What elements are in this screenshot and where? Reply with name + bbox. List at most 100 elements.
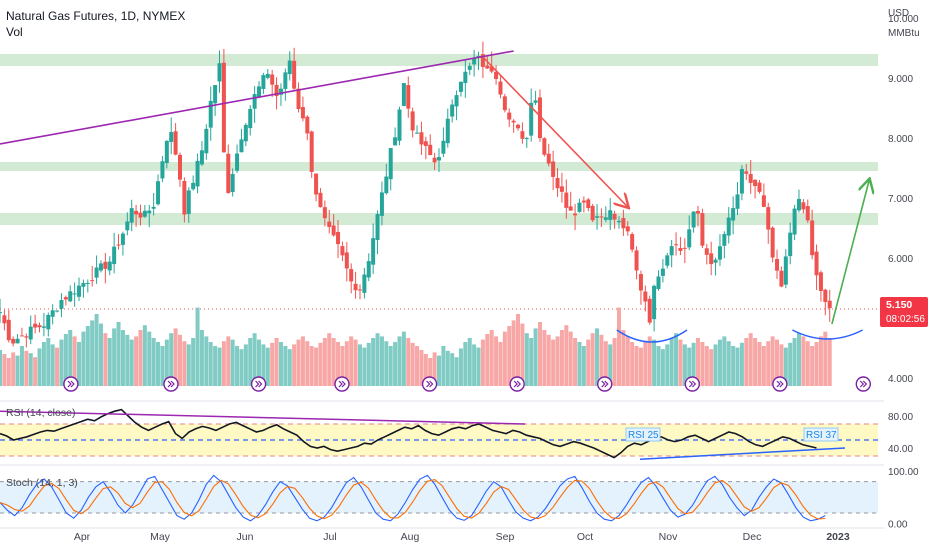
candle bbox=[300, 107, 305, 119]
volume-bar bbox=[783, 347, 788, 386]
volume-bar bbox=[217, 347, 222, 386]
stoch-tick-label: 100.00 bbox=[888, 467, 919, 478]
candle bbox=[423, 141, 428, 146]
candle bbox=[696, 210, 701, 214]
volume-bar bbox=[278, 342, 283, 386]
candle bbox=[516, 124, 521, 129]
volume-bar bbox=[270, 342, 275, 386]
volume-bar bbox=[810, 346, 815, 386]
volume-bar bbox=[529, 338, 534, 386]
candle bbox=[805, 206, 810, 221]
candle bbox=[537, 97, 542, 139]
candle bbox=[257, 86, 262, 98]
rsi-support-line bbox=[639, 447, 846, 460]
volume-bar bbox=[656, 346, 661, 386]
x-month-label: Aug bbox=[401, 531, 420, 543]
candle bbox=[687, 229, 692, 248]
candle bbox=[292, 60, 297, 89]
volume-bar bbox=[621, 330, 626, 386]
volume-bar bbox=[647, 336, 652, 386]
volume-bar bbox=[524, 333, 529, 386]
volume-bar bbox=[120, 330, 125, 386]
volume-bar bbox=[687, 347, 692, 386]
candle bbox=[731, 208, 736, 221]
candle bbox=[480, 54, 485, 67]
volume-bar bbox=[792, 338, 797, 386]
candle bbox=[393, 137, 398, 146]
candle bbox=[270, 74, 275, 85]
candle bbox=[788, 232, 793, 257]
candle bbox=[2, 315, 7, 324]
volume-bar bbox=[322, 338, 327, 386]
volume-bar bbox=[274, 338, 279, 386]
candle bbox=[546, 153, 551, 164]
candle bbox=[599, 216, 604, 218]
volume-bar bbox=[388, 346, 393, 386]
symbol-title[interactable]: Natural Gas Futures, 1D, NYMEX bbox=[6, 9, 186, 23]
event-arrow-glyph bbox=[859, 380, 868, 388]
volume-bar bbox=[423, 354, 428, 386]
candle bbox=[37, 325, 42, 328]
volume-bar bbox=[599, 334, 604, 386]
volume-bar bbox=[696, 338, 701, 386]
candle bbox=[287, 60, 292, 75]
candle bbox=[182, 180, 187, 215]
candle bbox=[586, 199, 591, 209]
volume-bar bbox=[590, 333, 595, 386]
candle bbox=[485, 65, 490, 69]
candle bbox=[186, 190, 191, 215]
candle bbox=[160, 161, 165, 179]
volume-bar bbox=[753, 338, 758, 386]
candle bbox=[103, 261, 108, 269]
volume-bar bbox=[147, 331, 152, 386]
volume-bar bbox=[116, 322, 121, 386]
candle bbox=[217, 63, 222, 82]
volume-bar bbox=[287, 349, 292, 386]
volume-bar bbox=[726, 341, 731, 386]
volume-bar bbox=[502, 331, 507, 386]
volume-bar bbox=[555, 336, 560, 386]
candle bbox=[744, 171, 749, 174]
x-month-label: Oct bbox=[577, 531, 593, 543]
volume-bar bbox=[186, 344, 191, 386]
candle bbox=[384, 176, 389, 194]
candle bbox=[349, 269, 354, 282]
candle bbox=[362, 274, 367, 293]
candle bbox=[68, 291, 73, 302]
candle bbox=[90, 280, 95, 282]
stoch-label: Stoch (14, 1, 3) bbox=[6, 477, 78, 489]
volume-bar bbox=[349, 336, 354, 386]
volume-bar bbox=[674, 333, 679, 386]
rsi-tick-label: 80.00 bbox=[888, 412, 913, 423]
x-month-label: 2023 bbox=[826, 531, 850, 543]
candle bbox=[674, 244, 679, 246]
candle bbox=[502, 96, 507, 111]
volume-bar bbox=[419, 350, 424, 386]
projection_arrow-2 bbox=[831, 180, 869, 325]
candle bbox=[652, 285, 657, 320]
volume-bar bbox=[204, 336, 209, 386]
y-tick-label: 6.000 bbox=[888, 254, 913, 265]
volume-bar bbox=[665, 344, 670, 386]
volume-bar bbox=[406, 338, 411, 386]
y-tick-label: 9.000 bbox=[888, 74, 913, 85]
candle bbox=[357, 289, 362, 291]
stoch-tick-label: 0.00 bbox=[888, 519, 908, 530]
candle bbox=[801, 202, 806, 210]
candle bbox=[608, 210, 613, 220]
candle bbox=[142, 210, 147, 217]
volume-label[interactable]: Vol bbox=[6, 25, 23, 39]
candle bbox=[59, 300, 64, 309]
volume-bar bbox=[660, 349, 665, 386]
volume-bar bbox=[634, 346, 639, 386]
candle bbox=[739, 168, 744, 194]
event-arrow-glyph bbox=[426, 380, 434, 388]
candle bbox=[700, 213, 705, 246]
volume-bar bbox=[537, 322, 542, 386]
candle bbox=[138, 212, 143, 218]
volume-bar bbox=[340, 346, 345, 386]
candle bbox=[717, 246, 722, 260]
candle bbox=[134, 210, 139, 215]
volume-bar bbox=[564, 325, 569, 386]
